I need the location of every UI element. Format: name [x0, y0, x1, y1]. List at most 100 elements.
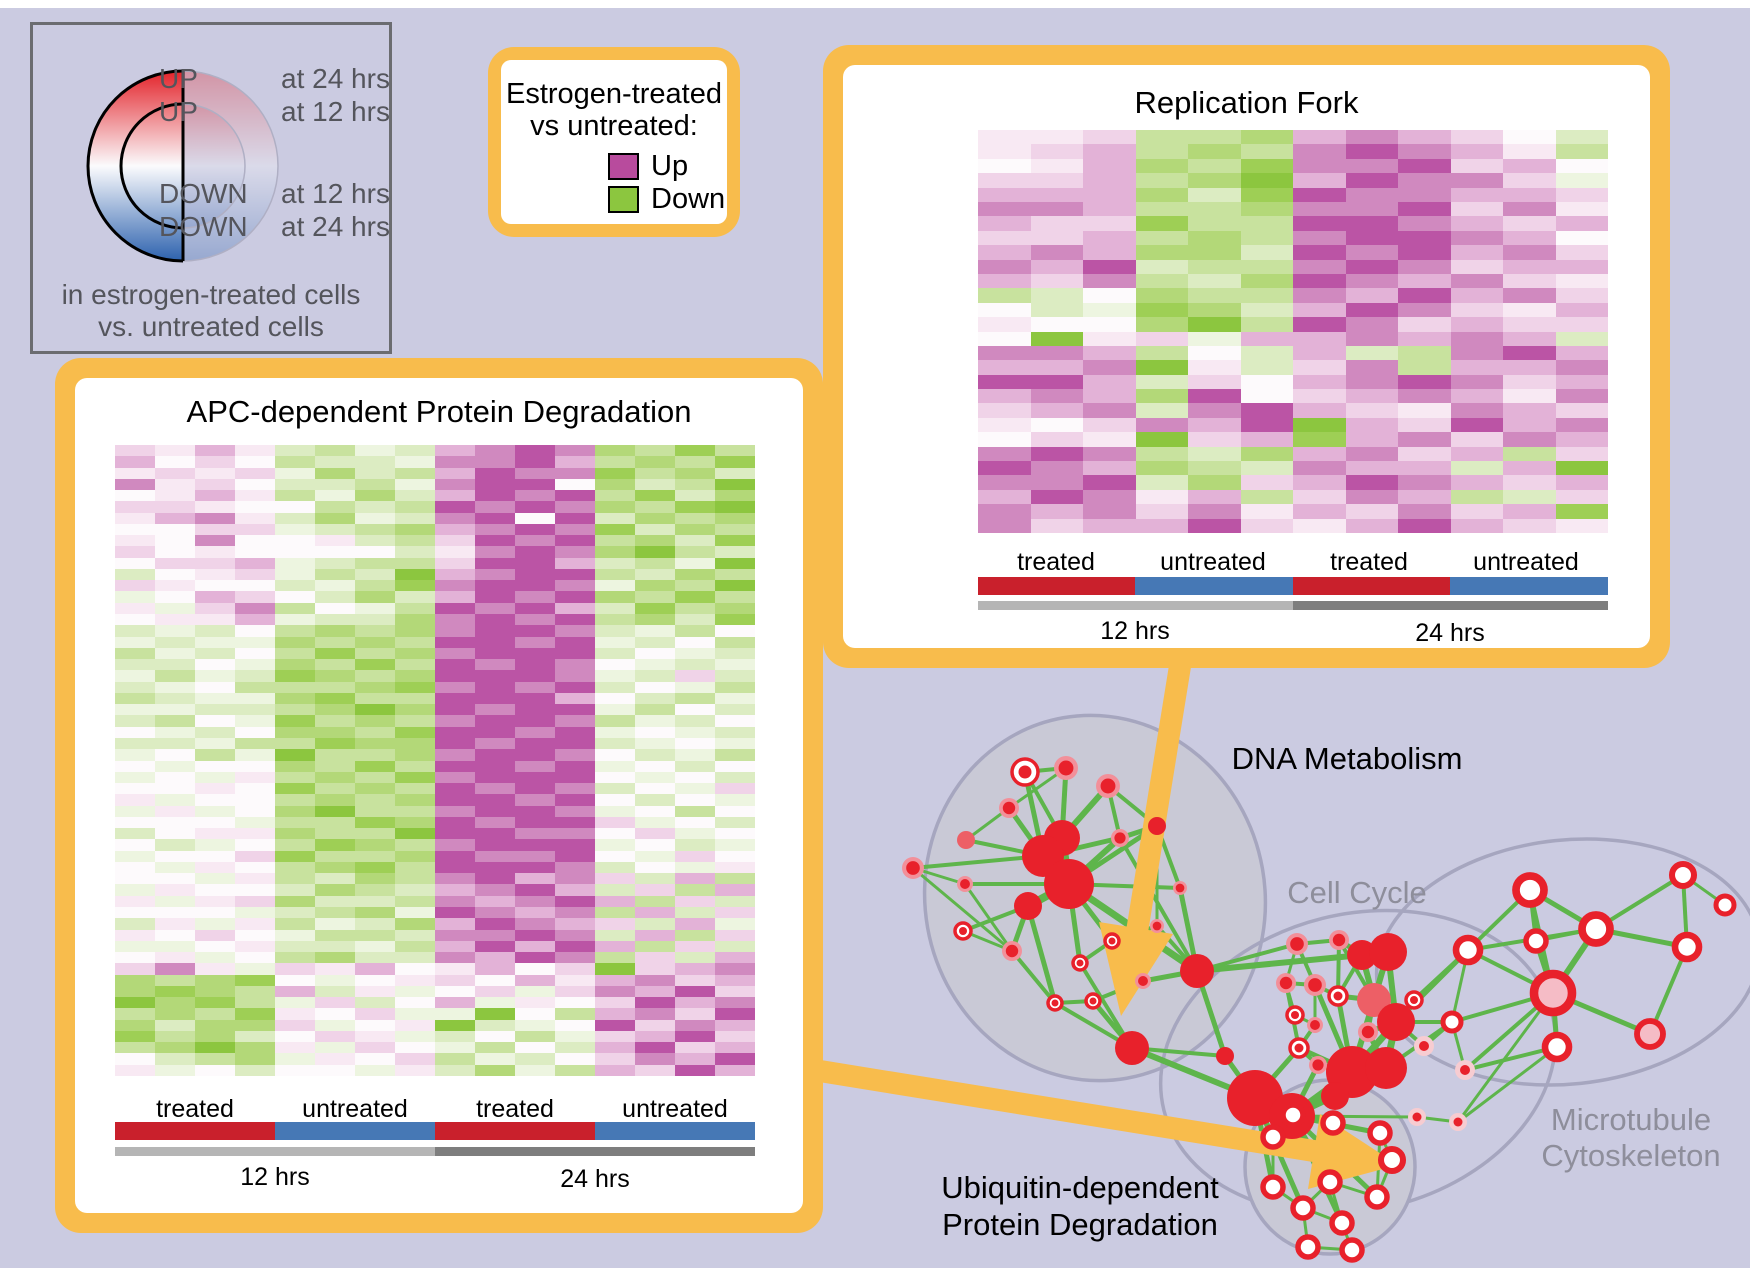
- heatmap-cell: [155, 670, 195, 682]
- heatmap-cell: [1135, 331, 1188, 346]
- heatmap-cell: [435, 523, 475, 536]
- heatmap-cell: [235, 850, 275, 862]
- heatmap-cell: [435, 659, 475, 671]
- heatmap-cell: [1030, 130, 1083, 145]
- heatmap-cell: [978, 130, 1031, 145]
- heatmap-cell: [635, 1030, 675, 1043]
- heatmap-cell: [275, 625, 315, 637]
- network-edge: [1450, 949, 1470, 1023]
- heatmap-cell: [355, 445, 395, 457]
- heatmap-cell: [978, 201, 1031, 217]
- heatmap-cell: [115, 1053, 155, 1065]
- network-edge: [1289, 1114, 1333, 1184]
- heatmap-cell: [115, 591, 155, 603]
- heatmap-cell: [115, 625, 155, 637]
- heatmap-cell: [1030, 173, 1083, 188]
- heatmap-cell: [1030, 389, 1083, 404]
- heatmap-cell: [635, 974, 675, 986]
- heatmap-cell: [1188, 158, 1241, 174]
- heatmap-cell: [195, 828, 235, 840]
- network-edge: [1332, 1069, 1355, 1099]
- heatmap-cell: [1240, 432, 1293, 447]
- heatmap-cell: [515, 861, 555, 874]
- heatmap-cell: [595, 692, 635, 705]
- network-edge: [1648, 946, 1689, 1035]
- heatmap-cell: [235, 614, 275, 626]
- heatmap-cell: [1450, 130, 1503, 145]
- heatmap-cell: [355, 602, 395, 615]
- heatmap-cell: [315, 737, 355, 750]
- heatmap-cell: [978, 432, 1031, 447]
- heatmap-cell: [1450, 461, 1503, 476]
- heatmap-cell: [275, 816, 315, 829]
- heatmap-cell: [1083, 374, 1136, 390]
- network-node-halo: [999, 798, 1019, 818]
- heatmap-cell: [515, 839, 555, 851]
- heatmap-cell: [395, 873, 435, 885]
- heatmap-cell: [1398, 144, 1451, 159]
- apc-arrow-head-icon: [1308, 1114, 1398, 1189]
- heatmap-cell: [1450, 403, 1503, 418]
- heatmap-cell: [115, 873, 155, 885]
- heatmap-cell: [355, 749, 395, 761]
- heatmap-cell: [475, 861, 515, 874]
- network-node-big: [1326, 1046, 1378, 1098]
- heatmap-cell: [635, 997, 675, 1009]
- heatmap-cell: [515, 760, 555, 772]
- network-node-donut: [1671, 931, 1703, 963]
- network-node-dot: [1084, 992, 1102, 1010]
- heatmap-cell: [1083, 259, 1136, 274]
- heatmap-cell: [635, 692, 675, 705]
- heatmap-cell: [1083, 144, 1136, 159]
- heatmap-cell: [635, 614, 675, 626]
- heatmap-cell: [115, 501, 155, 513]
- heatmap-cell: [235, 704, 275, 716]
- heatmap-cell: [1135, 432, 1188, 447]
- heatmap-cell: [195, 760, 235, 772]
- heatmap-cell: [1345, 187, 1398, 202]
- heatmap-cell: [315, 940, 355, 953]
- rep-24hrs-bar: [1293, 601, 1608, 610]
- heatmap-cell: [475, 456, 515, 468]
- heatmap-cell: [675, 861, 715, 874]
- heatmap-cell: [675, 692, 715, 705]
- heatmap-cell: [115, 490, 155, 502]
- heatmap-cell: [978, 302, 1031, 318]
- network-node-halo: [1332, 933, 1346, 947]
- heatmap-cell: [155, 918, 195, 930]
- heatmap-cell: [155, 985, 195, 998]
- heatmap-cell: [155, 839, 195, 851]
- heatmap-cell: [1450, 446, 1503, 462]
- rep-12hrs-bar: [978, 601, 1293, 610]
- heatmap-cell: [395, 861, 435, 874]
- heatmap-cell: [275, 839, 315, 851]
- heatmap-cell: [1083, 360, 1136, 375]
- heatmap-cell: [1083, 489, 1136, 505]
- heatmap-cell: [475, 1064, 515, 1076]
- heatmap-cell: [235, 445, 275, 457]
- heatmap-cell: [555, 906, 595, 919]
- heatmap-cell: [235, 997, 275, 1009]
- heatmap-cell: [1555, 374, 1608, 390]
- heatmap-cell: [195, 580, 235, 592]
- heatmap-cell: [1503, 273, 1556, 289]
- heatmap-cell: [1555, 259, 1608, 274]
- network-edge: [1594, 873, 1685, 931]
- heatmap-cell: [475, 906, 515, 919]
- heatmap-cell: [635, 681, 675, 693]
- heatmap-cell: [1345, 461, 1398, 476]
- heatmap-cell: [1503, 216, 1556, 231]
- heatmap-cell: [115, 906, 155, 919]
- heatmap-cell: [1030, 331, 1083, 346]
- heatmap-cell: [1503, 504, 1556, 519]
- heatmap-cell: [515, 490, 555, 502]
- network-edge: [1292, 1113, 1334, 1125]
- heatmap-cell: [475, 535, 515, 547]
- heatmap-cell: [635, 535, 675, 547]
- heatmap-cell: [1188, 259, 1241, 274]
- heatmap-cell: [355, 918, 395, 930]
- heatmap-cell: [715, 963, 755, 975]
- heatmap-cell: [1398, 360, 1451, 375]
- heatmap-cell: [355, 816, 395, 829]
- heatmap-cell: [275, 873, 315, 885]
